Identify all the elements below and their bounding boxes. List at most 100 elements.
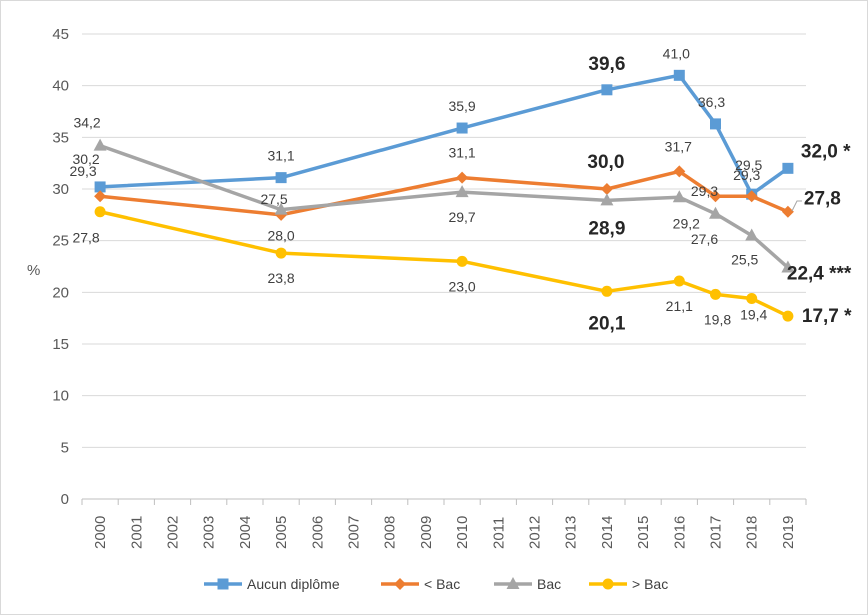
data-point [602,578,614,590]
x-tick-label: 2017 [708,516,725,549]
data-point [601,285,613,297]
series-Aucun diplôme [94,69,794,200]
data-label: 29,3 [69,163,96,179]
y-tick-label: 10 [52,388,69,405]
y-tick-label: 5 [61,439,69,456]
data-label: 27,5 [260,191,287,207]
x-tick-label: 2015 [635,516,652,549]
x-tick-label: 2014 [599,516,616,549]
y-tick-label: 15 [52,336,69,353]
x-tick-label: 2011 [490,517,507,549]
data-point [673,69,685,81]
x-axis-ticks: 2000 2001 2002 2003 2004 2005 2006 2007 2008 2009… [92,516,797,549]
data-label: 27,8 [804,189,841,210]
y-tick-label: 35 [52,129,69,146]
data-label: 30,2 [72,151,99,167]
data-label: 29,2 [673,215,700,231]
data-point [745,190,758,203]
x-tick-label: 2006 [309,516,326,549]
data-label: 39,6 [588,54,625,75]
data-label: 19,4 [740,307,767,323]
data-point [94,181,106,193]
data-label: 31,1 [267,148,294,164]
leader-line [791,200,802,212]
data-point [709,206,722,219]
legend-label: Bac [537,576,561,592]
x-tick-label: 2009 [418,516,435,549]
data-point [601,84,613,96]
y-tick-label: 0 [61,491,69,508]
data-label: 31,1 [448,145,475,161]
legend-label: Aucun diplôme [247,576,340,592]
x-tick-label: 2010 [454,516,471,549]
gridlines [82,33,806,448]
legend-item[interactable]: Bac [494,576,561,592]
data-point [275,172,287,184]
legend-item[interactable]: > Bac [589,576,668,592]
series-line [99,169,789,217]
data-point [93,138,107,151]
series-line [99,210,789,318]
data-label: 28,0 [267,228,294,244]
data-point [672,190,686,203]
legend-item[interactable]: < Bac [381,576,460,592]
x-tick-label: 2008 [382,516,399,549]
data-point [506,577,520,589]
y-tick-label: 45 [52,26,69,43]
data-point [710,118,721,130]
y-axis-label: % [27,262,40,279]
data-label: 27,6 [691,231,718,247]
x-tick-label: 2018 [744,516,761,549]
data-label: 29,3 [691,183,718,199]
x-tick-label: 2012 [527,516,544,549]
data-point [710,288,721,300]
data-point [745,228,759,241]
y-tick-label: 25 [52,233,69,250]
legend[interactable]: Aucun diplôme < Bac Bac > Bac [204,576,668,592]
data-label: 28,9 [588,218,625,239]
leader-lines [791,200,802,212]
data-label: 34,2 [73,115,100,131]
y-tick-label: 40 [52,78,69,95]
series-lines [93,69,795,322]
x-tick-label: 2016 [671,516,688,549]
series-line [100,73,789,196]
x-tick-label: 2004 [237,516,254,549]
data-point [94,206,106,218]
data-label: 25,5 [731,252,758,268]
data-point [456,171,469,184]
x-tick-label: 2003 [201,516,218,549]
data-point [781,260,795,273]
axes [81,498,807,505]
x-tick-label: 2019 [780,516,797,549]
data-label: 35,9 [448,98,475,114]
data-point [746,293,758,305]
data-point [673,275,685,287]
data-label: 22,4 *** [787,264,852,285]
series-line [99,143,790,269]
data-label: 30,0 [587,152,624,173]
data-point [456,255,468,267]
data-point [600,183,613,195]
data-label: 41,0 [663,45,690,61]
data-point [94,190,107,203]
y-axis-ticks: 0 5 10 15 20 25 30 35 40 45 [52,26,69,508]
data-label: 29,7 [448,209,475,225]
y-tick-label: 20 [52,284,69,301]
data-label: 21,1 [666,298,693,314]
legend-item[interactable]: Aucun diplôme [204,576,340,592]
data-point [782,162,794,174]
data-point [782,310,794,322]
y-tick-label: 30 [52,181,69,198]
series-Bac [93,138,795,273]
x-tick-label: 2002 [165,516,182,549]
x-tick-label: 2000 [92,516,109,549]
data-label: 27,8 [72,230,99,246]
data-point [781,205,794,218]
data-label: 17,7 * [802,306,852,327]
data-label: 23,8 [267,270,294,286]
x-tick-label: 2005 [273,516,290,549]
x-tick-label: 2001 [128,516,145,549]
data-label: 23,0 [448,278,475,294]
